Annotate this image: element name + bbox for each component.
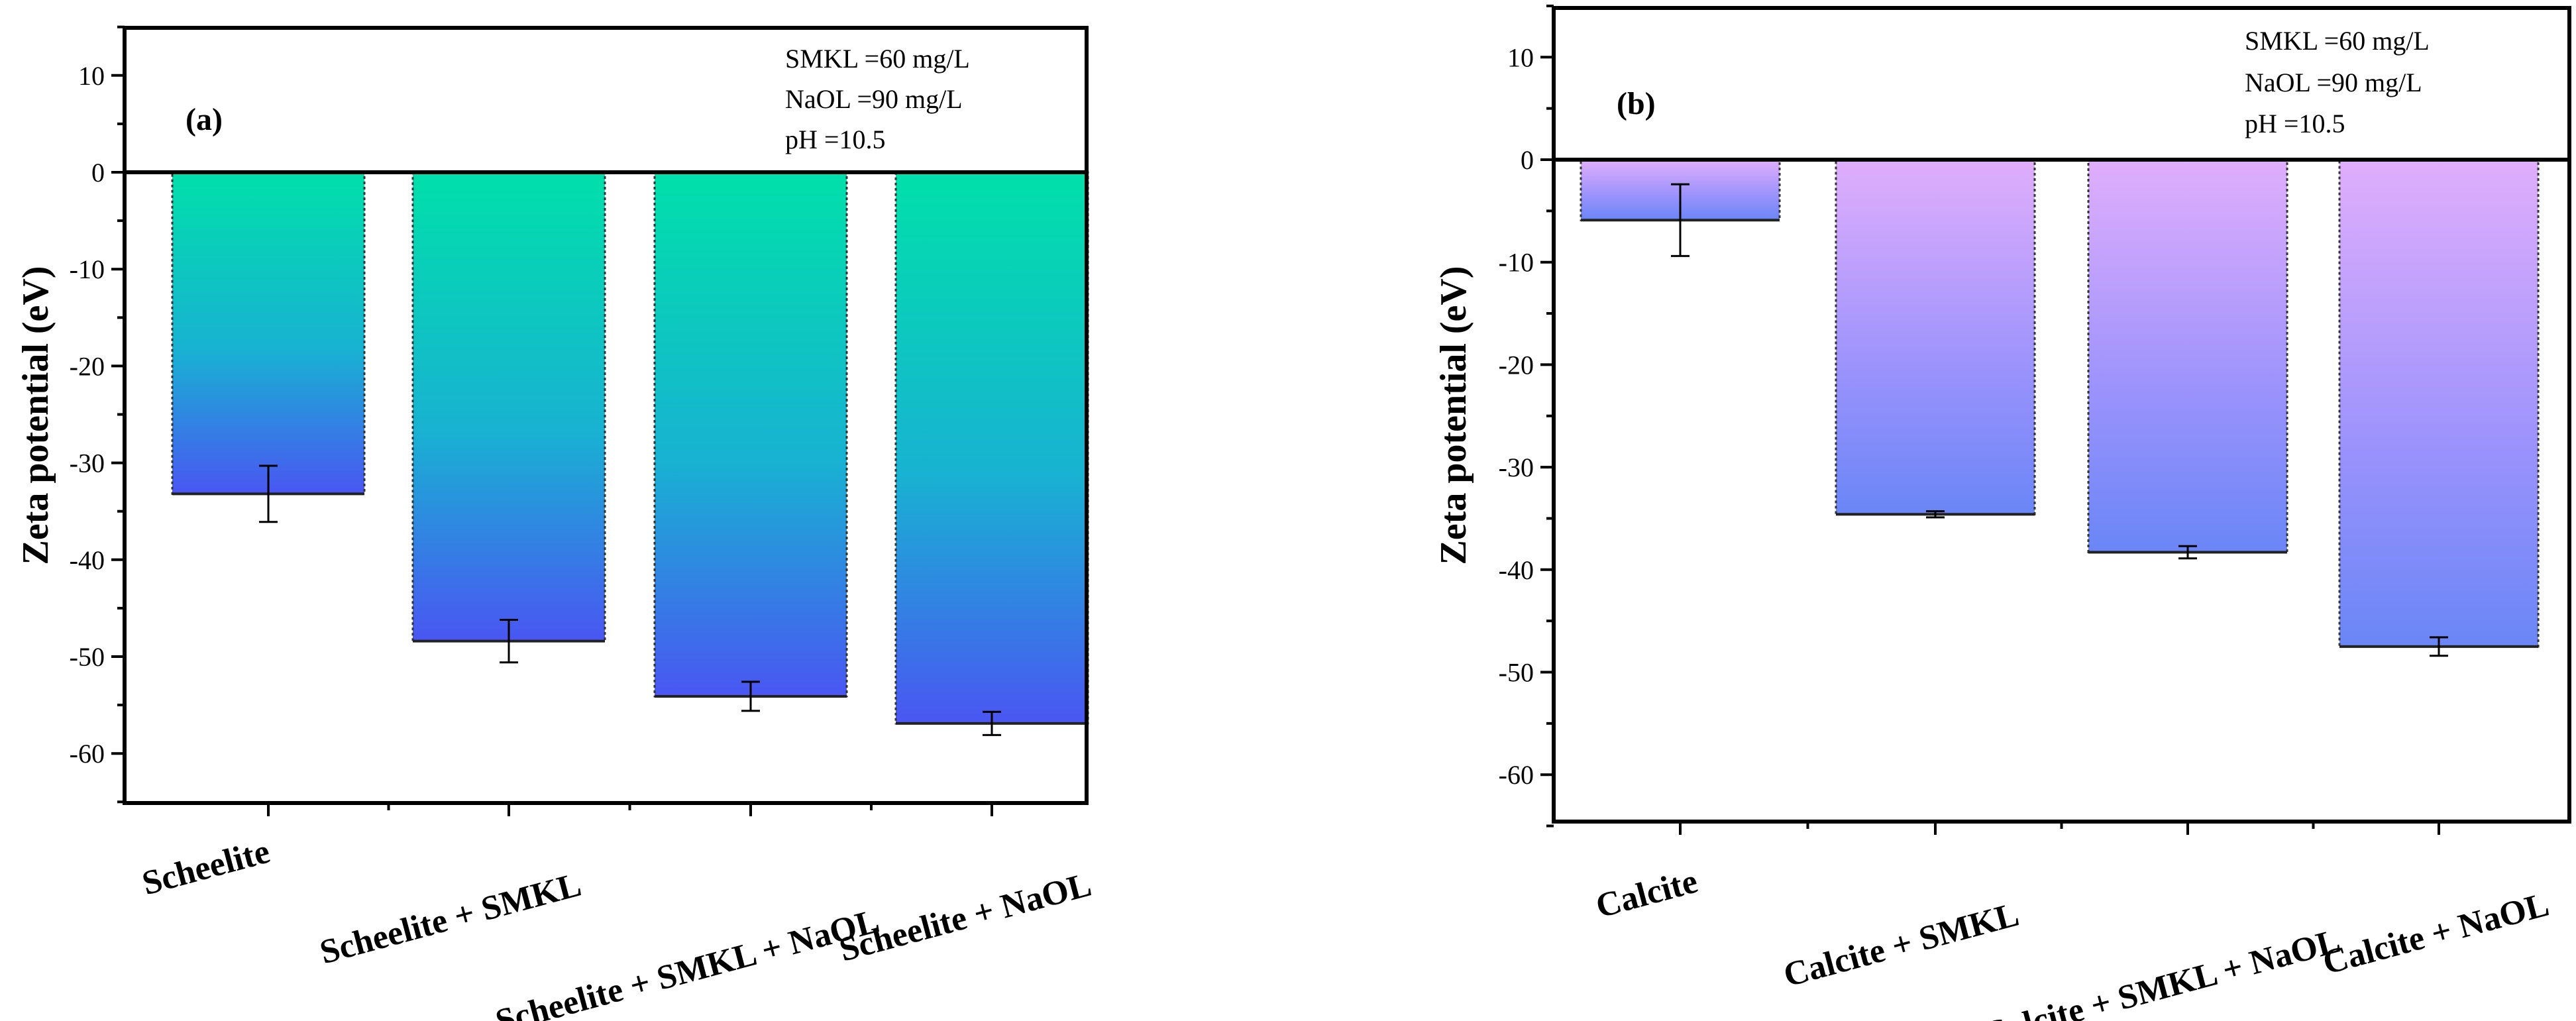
annotation-ph: pH =10.5	[2245, 109, 2345, 138]
y-tick-label: -10	[1499, 248, 1534, 278]
plot-frame	[123, 26, 1089, 805]
chart-panel-b: 100-10-20-30-40-50-60 (b) SMKL =60 mg/L …	[1433, 4, 2571, 1021]
panel-label: (a)	[186, 102, 223, 137]
bar	[2338, 158, 2540, 648]
bar	[1835, 158, 2036, 515]
x-category-label: Calcite	[1592, 863, 1701, 926]
y-tick-label: -20	[70, 351, 105, 381]
panel-label: (b)	[1617, 86, 1656, 121]
x-category-label: Calcite + SMKL	[1780, 896, 2023, 994]
y-axis-label: Zeta potential (eV)	[15, 266, 56, 564]
bar	[171, 171, 366, 495]
x-category-label: Scheelite + SMKL	[316, 866, 585, 972]
bar	[894, 171, 1089, 725]
y-tick-label: -60	[70, 739, 105, 769]
bar	[411, 171, 606, 643]
annotation-naol: NaOL =90 mg/L	[2245, 68, 2422, 97]
y-axis-label: Zeta potential (eV)	[1433, 266, 1474, 564]
annotation-smkl: SMKL =60 mg/L	[785, 44, 970, 74]
y-tick-label: 10	[78, 61, 105, 91]
chart-panel-a: 100-10-20-30-40-50-60 (a) SMKL =60 mg/L …	[15, 25, 1095, 1021]
y-tick-label: -50	[1499, 658, 1534, 688]
y-tick-label: -50	[70, 642, 105, 672]
y-tick-label: 10	[1507, 42, 1534, 72]
x-category-label: Scheelite + SMKL + NaOL	[492, 902, 883, 1021]
y-tick-label: -10	[70, 254, 105, 284]
x-category-label: Scheelite	[138, 833, 274, 903]
y-tick-label: -20	[1499, 350, 1534, 380]
x-category-label: Calcite + SMKL + NaOL	[1978, 922, 2344, 1021]
annotation-naol: NaOL =90 mg/L	[785, 84, 963, 114]
plot-frame	[1552, 6, 2571, 824]
y-tick-label: -30	[70, 449, 105, 478]
bar	[2087, 158, 2288, 554]
y-tick-label: -60	[1499, 760, 1534, 790]
y-tick-label: 0	[91, 158, 105, 188]
y-tick-label: -40	[1499, 555, 1534, 585]
bar	[653, 171, 848, 698]
y-tick-label: -30	[1499, 453, 1534, 482]
annotation-smkl: SMKL =60 mg/L	[2245, 26, 2430, 56]
annotation-ph: pH =10.5	[785, 125, 885, 154]
y-tick-label: -40	[70, 545, 105, 575]
y-tick-label: 0	[1521, 145, 1534, 175]
x-category-label: Calcite + NaOL	[2319, 886, 2553, 983]
